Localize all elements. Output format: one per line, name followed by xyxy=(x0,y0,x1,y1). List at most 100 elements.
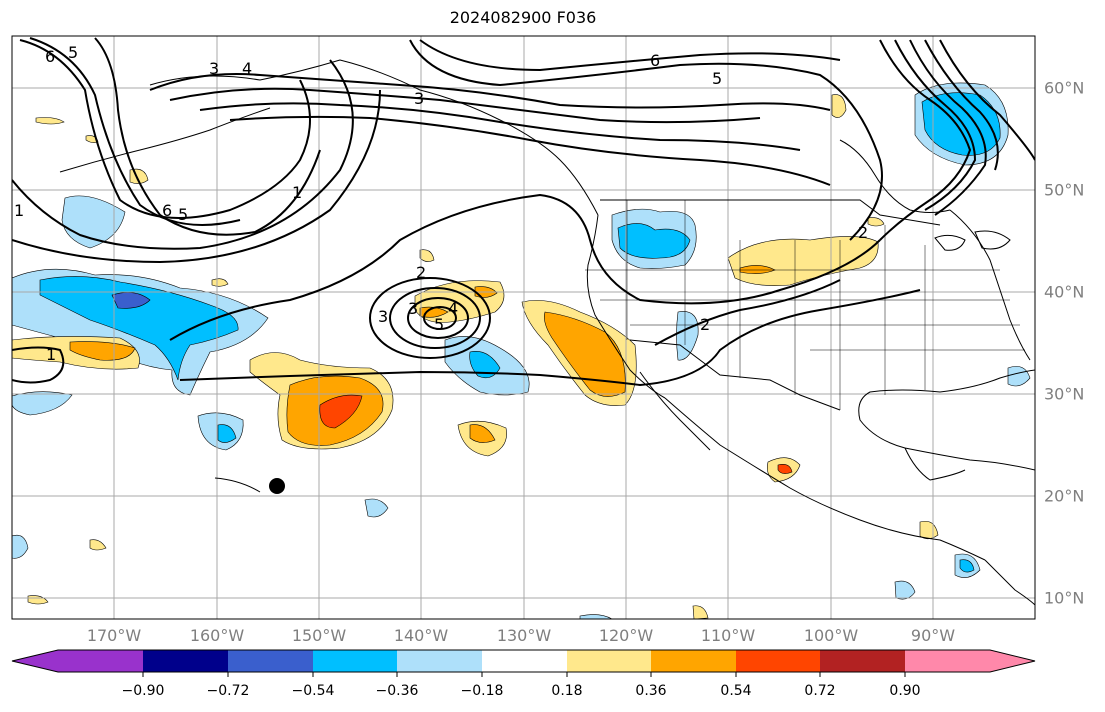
colorbar-tick-label: −0.36 xyxy=(375,683,419,699)
low-contour-4 xyxy=(423,306,457,330)
shade-spot-14 xyxy=(211,278,229,287)
contour-label: 4 xyxy=(448,299,458,318)
shade-gp-yellow xyxy=(727,236,879,286)
contour-label: 1 xyxy=(46,345,56,364)
colorbar-bin xyxy=(58,650,144,672)
shade-spot-15 xyxy=(35,117,65,125)
shade-nw-cyan xyxy=(617,223,691,259)
contours xyxy=(12,37,1035,387)
lat-label: 50°N xyxy=(1044,180,1085,200)
colorbar-extend-right xyxy=(990,650,1035,672)
contour-labels: 6 5 3 4 3 6 5 1 6 5 1 2 3 3 4 5 2 2 1 xyxy=(14,43,868,364)
shade-s-orange xyxy=(469,424,496,443)
contour-label: 5 xyxy=(68,43,78,62)
colorbar-tick-label: 0.72 xyxy=(804,683,836,699)
contour-label: 2 xyxy=(416,263,426,282)
colorbar-bin xyxy=(736,650,822,672)
low-contour-3 xyxy=(407,297,469,339)
colorbar-outline xyxy=(11,649,1036,673)
lat-label: 40°N xyxy=(1044,282,1085,302)
contour-label: 5 xyxy=(178,205,188,224)
shade-w-orange xyxy=(69,341,136,361)
shade-spot-18 xyxy=(692,605,709,619)
shade-spot-8 xyxy=(919,521,939,540)
central-america xyxy=(984,559,1035,606)
shade-pac-darkblue xyxy=(111,292,151,309)
lat-label: 30°N xyxy=(1044,384,1085,404)
lat-label: 20°N xyxy=(1044,486,1085,506)
contour-label: 6 xyxy=(650,51,660,70)
map-title: 2024082900 F036 xyxy=(449,8,597,27)
colorbar-tick-label: 0.36 xyxy=(635,683,667,699)
great-lakes-2 xyxy=(974,230,1011,250)
shade-spot-17 xyxy=(579,614,613,619)
contour-label: 2 xyxy=(858,223,868,242)
map-frame xyxy=(11,35,1036,620)
contour-label: 1 xyxy=(14,201,24,220)
colorbar-bin xyxy=(228,650,314,672)
colorbar-tick-label: −0.18 xyxy=(460,683,504,699)
lon-label: 100°W xyxy=(803,626,859,645)
lon-label: 90°W xyxy=(910,626,956,645)
shade-low-cyan xyxy=(469,351,501,379)
lon-label: 110°W xyxy=(700,626,756,645)
shade-spot-12 xyxy=(27,595,49,605)
lat-label: 10°N xyxy=(1044,588,1085,608)
great-lakes xyxy=(934,234,966,251)
us-west-coast xyxy=(586,214,666,399)
shade-cp-red xyxy=(319,394,363,429)
graticule xyxy=(12,36,1035,619)
contour-label: 6 xyxy=(45,47,55,66)
colorbar-bin xyxy=(482,650,568,672)
shade-spot-5 xyxy=(12,534,29,559)
colorbar-bin xyxy=(905,650,990,672)
colorbar-tick-label: −0.90 xyxy=(121,683,165,699)
shade-spot-3b xyxy=(777,464,793,474)
shade-spot-13 xyxy=(419,249,435,262)
lon-label: 140°W xyxy=(393,626,449,645)
contour-label: 6 xyxy=(162,201,172,220)
lon-label: 130°W xyxy=(496,626,552,645)
us-mexico-border xyxy=(629,339,841,411)
colorbar-tick-label: −0.72 xyxy=(206,683,250,699)
shade-pac-blue xyxy=(39,276,239,381)
shade-spot-7b xyxy=(959,559,975,573)
shade-spot-1 xyxy=(676,311,699,361)
colorbar-bin xyxy=(313,650,399,672)
alaska-coast xyxy=(149,59,599,216)
colorbar-bin xyxy=(397,650,483,672)
canada-hudson xyxy=(839,139,951,213)
lon-label: 120°W xyxy=(598,626,654,645)
contour-label: 5 xyxy=(434,315,444,334)
lon-label: 150°W xyxy=(291,626,347,645)
mexico-coast xyxy=(664,397,986,561)
contour-label: 1 xyxy=(292,183,302,202)
shade-fw-blue xyxy=(12,391,73,416)
shade-spot-9 xyxy=(1007,366,1031,387)
shade-spot-6 xyxy=(894,580,916,600)
baja-peninsula xyxy=(639,371,711,451)
contour-label: 5 xyxy=(712,69,722,88)
shade-spot-11 xyxy=(89,539,107,551)
colorbar-tick-label: 0.54 xyxy=(720,683,752,699)
lat-label: 60°N xyxy=(1044,78,1085,98)
canada-border xyxy=(600,199,941,226)
coastlines xyxy=(59,59,1035,606)
shade-low-orange2 xyxy=(419,306,449,318)
contour-label: 4 xyxy=(242,59,252,78)
contour-label: 3 xyxy=(378,307,388,326)
colorbar-tick-label: 0.90 xyxy=(889,683,921,699)
colorbar-bin xyxy=(651,650,737,672)
contour-label: 3 xyxy=(209,59,219,78)
contour-label: 3 xyxy=(414,89,424,108)
shade-spot-19 xyxy=(867,217,885,227)
colorbar-bin xyxy=(567,650,653,672)
low-contour-1 xyxy=(369,277,491,359)
lon-label: 160°W xyxy=(189,626,245,645)
colorbar-extend-left xyxy=(12,650,58,672)
shade-ak-lightblue xyxy=(61,195,126,249)
colorbar-bin xyxy=(143,650,229,672)
shade-s-cyan xyxy=(217,424,237,443)
low-contour-2 xyxy=(389,287,481,349)
contour-label: 3 xyxy=(408,299,418,318)
